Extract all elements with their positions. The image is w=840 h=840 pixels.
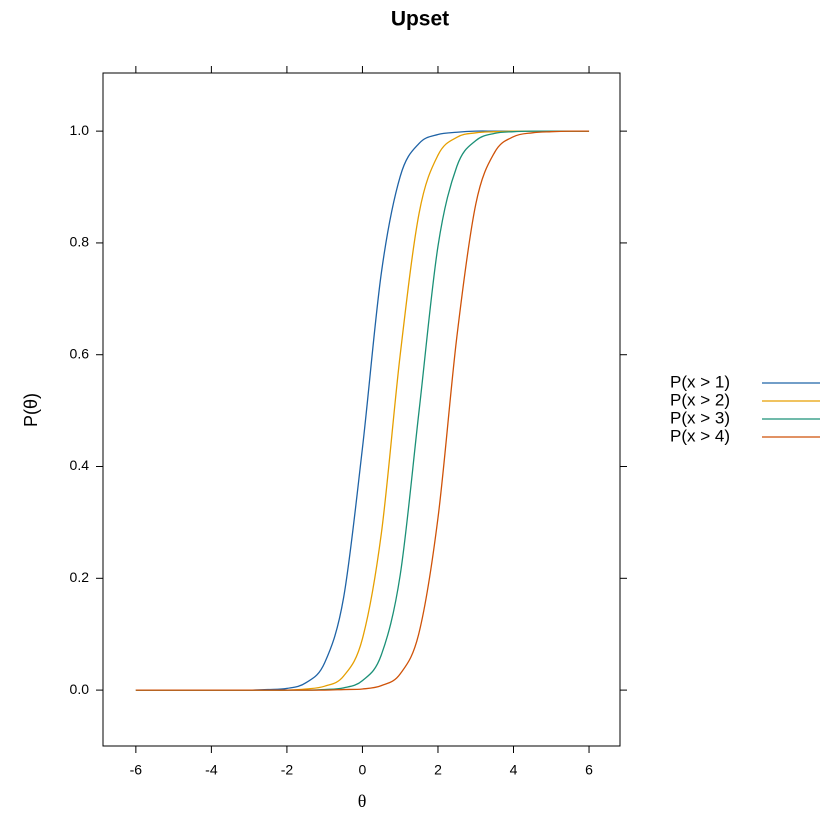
y-tick-label: 0.0 [70, 681, 90, 697]
y-tick-label: 0.2 [70, 569, 90, 585]
x-tick-label: 0 [359, 762, 367, 778]
line-series [135, 130, 590, 691]
y-tick-label: 0.4 [70, 457, 90, 473]
line-series [135, 130, 590, 691]
plot-frame [102, 72, 621, 747]
y-tick-label: 1.0 [70, 122, 90, 138]
legend-label: P(x > 3) [670, 408, 730, 427]
x-tick-label: -4 [205, 762, 218, 778]
x-tick-label: 2 [434, 762, 442, 778]
legend-label: P(x > 4) [670, 426, 730, 445]
x-tick-label: 6 [585, 762, 593, 778]
line-series [135, 130, 590, 691]
line-series [135, 130, 590, 691]
y-tick-label: 0.6 [70, 345, 90, 361]
chart-title: Upset [391, 8, 449, 31]
x-axis-label: θ [358, 791, 367, 811]
x-tick-label: 4 [510, 762, 518, 778]
legend-label: P(x > 2) [670, 390, 730, 409]
x-tick-label: -6 [130, 762, 143, 778]
y-axis-label: P(θ) [21, 393, 41, 427]
x-tick-label: -2 [281, 762, 294, 778]
y-tick-label: 0.8 [70, 234, 90, 250]
legend-label: P(x > 1) [670, 372, 730, 391]
